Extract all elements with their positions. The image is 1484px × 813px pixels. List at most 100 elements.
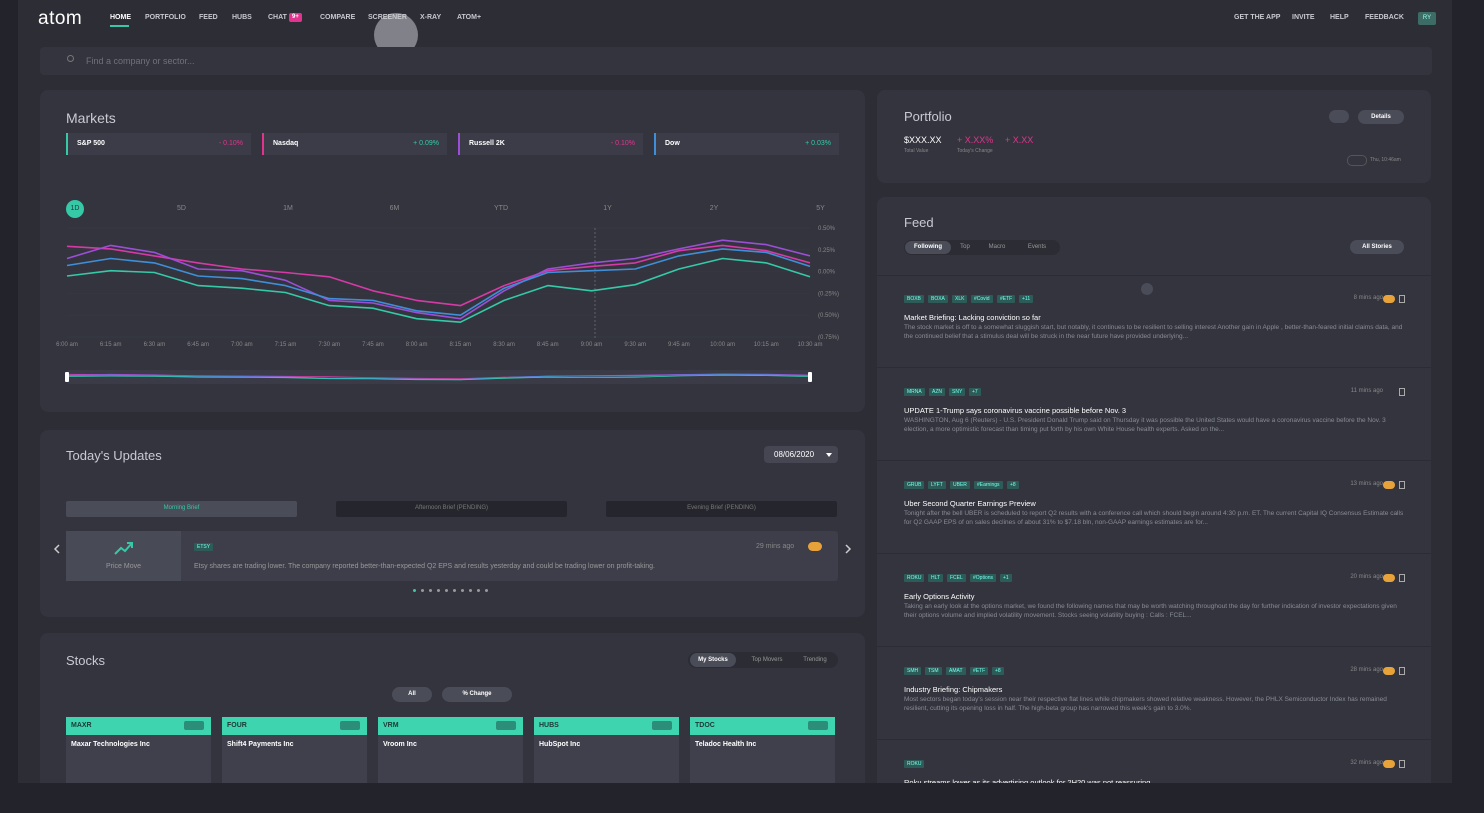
x-tick-label: 7:00 am: [231, 342, 253, 348]
app-frame: atomHOMEPORTFOLIOFEEDHUBSCHATCOMPARESCRE…: [18, 0, 1452, 783]
feed-item[interactable]: BOXB BOXA XLK #Covid #ETF +11 8 mins ago Market…: [877, 295, 1431, 388]
nav-item[interactable]: PORTFOLIO: [145, 14, 186, 21]
index-tile[interactable]: Nasdaq + 0.09%: [262, 133, 447, 155]
feed-filter[interactable]: All Stories: [1350, 240, 1404, 254]
stock-card[interactable]: HUBS HubSpot Inc: [534, 717, 679, 783]
feed-item[interactable]: MRNA AZN SNY +7 11 mins ago UPDATE 1-Trump sa…: [877, 388, 1431, 481]
stock-card[interactable]: FOUR Shift4 Payments Inc: [222, 717, 367, 783]
feed-badge: [1383, 760, 1395, 768]
feed-item-divider: [877, 367, 1431, 368]
navigator-line: [66, 374, 811, 381]
feed-title: Feed: [904, 215, 934, 230]
nav-right-item[interactable]: HELP: [1330, 14, 1349, 21]
index-tile[interactable]: Russell 2K - 0.10%: [458, 133, 643, 155]
range-button[interactable]: 1M: [283, 205, 293, 212]
nav-item[interactable]: X-RAY: [420, 14, 442, 21]
carousel-dot[interactable]: [429, 589, 432, 592]
brief-tab[interactable]: Morning Brief: [66, 501, 297, 517]
stock-card-header: MAXR: [66, 717, 211, 735]
stock-card[interactable]: TDOC Teladoc Health Inc: [690, 717, 835, 783]
details-button[interactable]: Details: [1358, 110, 1404, 124]
range-button[interactable]: 5D: [177, 205, 186, 212]
avatar[interactable]: RY: [1418, 12, 1436, 25]
stocks-tab[interactable]: Trending: [803, 657, 827, 663]
range-button[interactable]: 5Y: [816, 205, 825, 212]
date-picker[interactable]: 08/06/2020: [764, 446, 838, 463]
feed-tab[interactable]: Following: [905, 241, 951, 254]
carousel-dot[interactable]: [461, 589, 464, 592]
carousel-dot[interactable]: [453, 589, 456, 592]
nav-item[interactable]: HOME: [110, 14, 131, 21]
portfolio-value-label: Total Value: [904, 148, 929, 154]
stocks-filter[interactable]: All: [392, 687, 432, 702]
feed-headline: Industry Briefing: Chipmakers: [904, 685, 1003, 694]
range-button[interactable]: 1Y: [603, 205, 612, 212]
feed-badge: [1383, 574, 1395, 582]
range-button[interactable]: 2Y: [709, 205, 719, 212]
nav-item[interactable]: FEED: [199, 14, 218, 21]
x-tick-label: 9:30 am: [624, 342, 646, 348]
feed-tab[interactable]: Macro: [988, 244, 1006, 250]
stock-card[interactable]: VRM Vroom Inc: [378, 717, 523, 783]
nav-item[interactable]: COMPARE: [320, 14, 356, 21]
brief-tab[interactable]: Evening Brief (PENDING): [606, 501, 837, 517]
range-button[interactable]: YTD: [494, 205, 508, 212]
stocks-tab[interactable]: Top Movers: [751, 657, 783, 663]
search-bar[interactable]: Find a company or sector...: [40, 47, 1432, 75]
feed-item-divider: [877, 460, 1431, 461]
feed-body: Tonight after the bell UBER is scheduled…: [904, 510, 1404, 526]
x-tick-label: 6:30 am: [144, 342, 166, 348]
x-tick-label: 6:00 am: [56, 342, 78, 348]
brief-tab[interactable]: Afternoon Brief (PENDING): [336, 501, 567, 517]
update-badge: [808, 542, 822, 551]
feed-item[interactable]: SMH TSM AMAT #ETF +8 28 mins ago Industry Brie…: [877, 667, 1431, 760]
nav-right-item[interactable]: GET THE APP: [1234, 14, 1281, 21]
range-button[interactable]: 6M: [389, 205, 400, 212]
carousel-dot[interactable]: [469, 589, 472, 592]
carousel-dot[interactable]: [413, 589, 416, 592]
update-time: 29 mins ago: [756, 543, 795, 550]
feed-tag: ROKU: [904, 760, 925, 768]
feed-tab[interactable]: Events: [1027, 244, 1047, 250]
feed-tag: +8: [992, 667, 1004, 675]
portfolio-time: Thu, 10:46am: [1370, 157, 1401, 163]
range-active: [66, 200, 84, 218]
nav-item[interactable]: CHAT: [268, 14, 287, 21]
logo: atom: [38, 8, 83, 29]
nav-item[interactable]: ATOM+: [457, 14, 482, 21]
nav-item[interactable]: HUBS: [232, 14, 252, 21]
feed-headline: Uber Second Quarter Earnings Preview: [904, 499, 1036, 508]
feed-item[interactable]: GRUB LYFT UBER #Earnings +8 13 mins ago Uber S…: [877, 481, 1431, 574]
x-tick-label: 8:00 am: [406, 342, 428, 348]
x-tick-label: 7:15 am: [275, 342, 297, 348]
feed-item[interactable]: ROKU HLT FCEL #Options +1 20 mins ago Early Op…: [877, 574, 1431, 667]
stock-card-header: HUBS: [534, 717, 679, 735]
navigator-handle: [808, 372, 812, 382]
carousel-dot[interactable]: [445, 589, 448, 592]
privacy-toggle[interactable]: [1329, 110, 1349, 123]
feed-tag: TSM: [925, 667, 942, 675]
feed-tab[interactable]: Top: [960, 244, 970, 250]
feed-tag: HLT: [928, 574, 944, 582]
portfolio-change: + X.XX: [1005, 135, 1034, 145]
nav-right-item[interactable]: FEEDBACK: [1365, 14, 1404, 21]
nav-right-item[interactable]: INVITE: [1292, 14, 1315, 21]
index-tile[interactable]: Dow + 0.03%: [654, 133, 839, 155]
carousel-dot[interactable]: [437, 589, 440, 592]
stocks-filter[interactable]: % Change: [442, 687, 512, 702]
carousel-dot[interactable]: [421, 589, 424, 592]
index-tile[interactable]: S&P 500 - 0.10%: [66, 133, 251, 155]
navigator-handle: [65, 372, 69, 382]
series-line: [66, 257, 811, 323]
carousel-dot[interactable]: [477, 589, 480, 592]
carousel-arrows[interactable]: [40, 430, 865, 617]
stock-card[interactable]: MAXR Maxar Technologies Inc: [66, 717, 211, 783]
stocks-tab[interactable]: My Stocks: [690, 653, 736, 667]
portfolio-value: $XXX.XX: [904, 135, 942, 145]
feed-tag: LYFT: [928, 481, 946, 489]
date-text: 08/06/2020: [774, 450, 815, 459]
feed-item[interactable]: ROKU 32 mins ago Roku streams lower as its…: [877, 760, 1431, 783]
range-button[interactable]: 1D: [70, 205, 80, 212]
stock-ticker: HUBS: [539, 722, 559, 729]
carousel-dot[interactable]: [485, 589, 488, 592]
